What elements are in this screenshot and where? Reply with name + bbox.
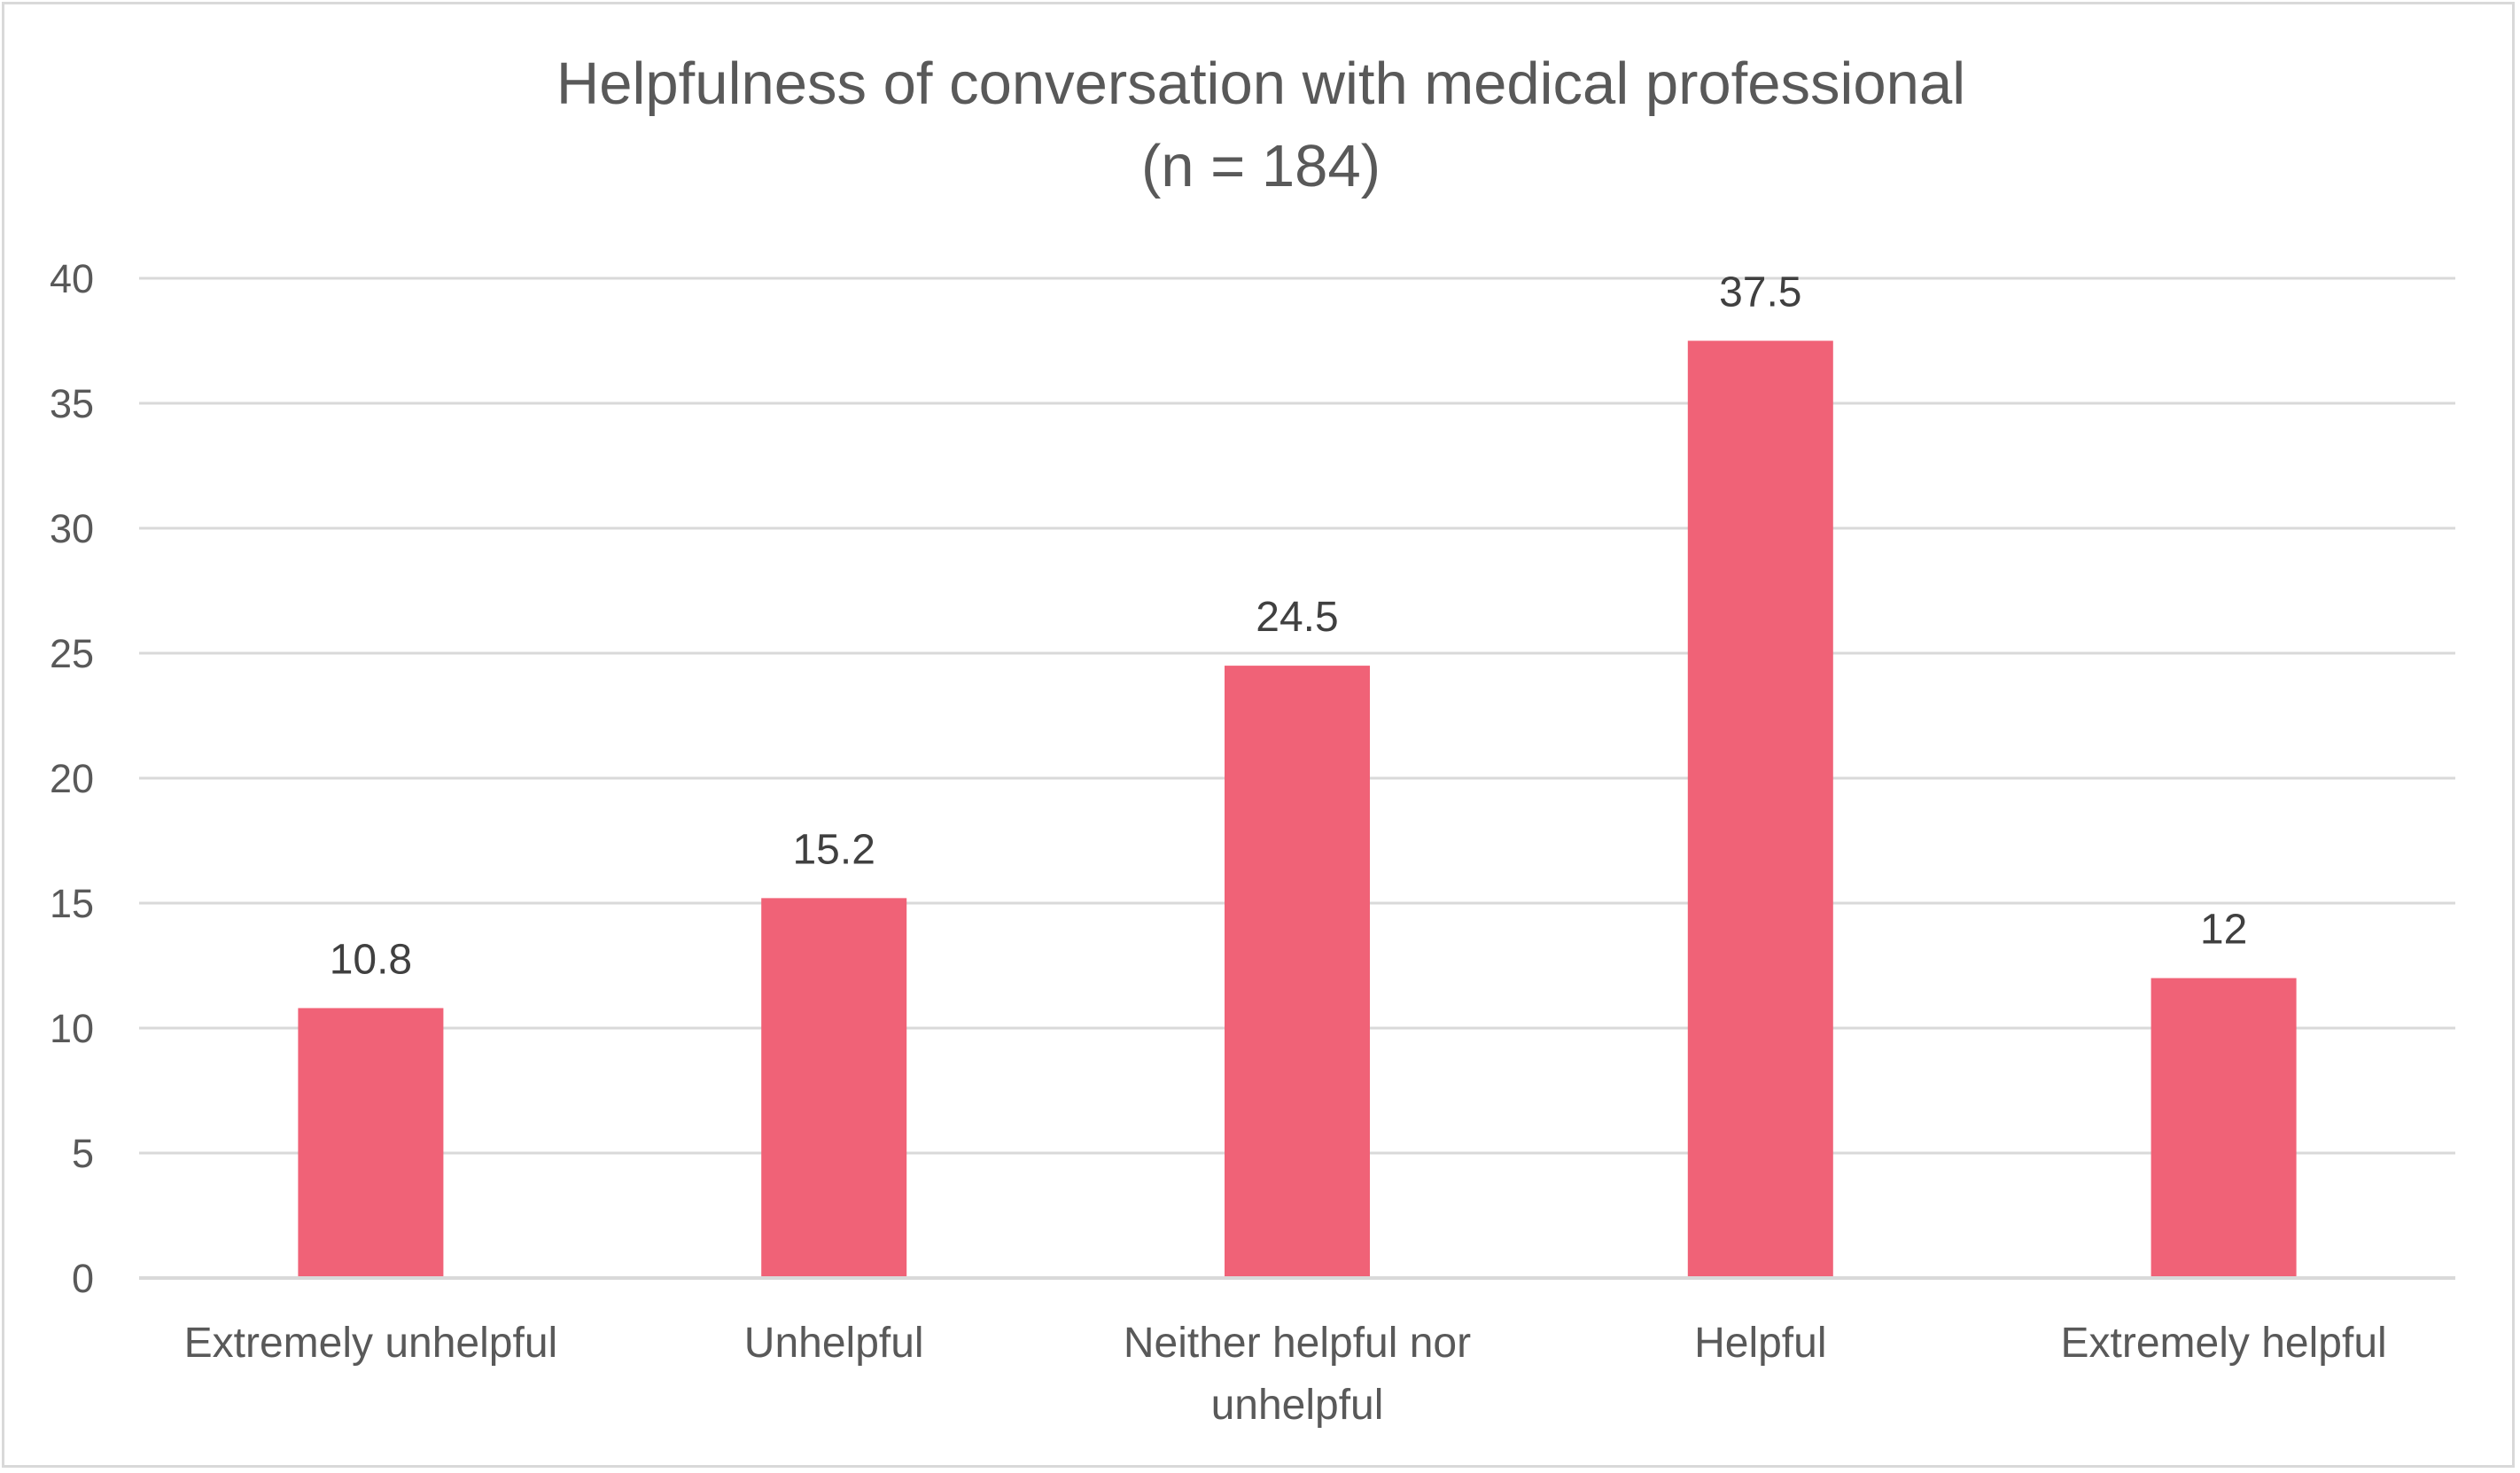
x-category-label-1: Extremely unhelpful	[184, 1320, 558, 1367]
x-category-label-5: Extremely helpful	[2061, 1320, 2387, 1367]
y-axis-tick-labels: 0 5 10 15 20 25 30 35 40	[50, 256, 94, 1301]
data-label-4: 37.5	[1719, 269, 1801, 316]
y-tick-label-5: 5	[72, 1131, 94, 1176]
y-tick-label-20: 20	[50, 756, 94, 801]
bar-chart: Helpfulness of conversation with medical…	[50, 51, 2455, 1429]
y-tick-label-15: 15	[50, 881, 94, 926]
data-label-1: 10.8	[330, 936, 412, 983]
x-axis-category-labels: Extremely unhelpful Unhelpful Neither help…	[184, 1320, 2387, 1429]
bar-1	[298, 1008, 444, 1278]
y-tick-label-40: 40	[50, 256, 94, 301]
y-tick-label-25: 25	[50, 631, 94, 676]
x-category-label-4: Helpful	[1694, 1320, 1826, 1367]
data-label-5: 12	[2200, 907, 2247, 954]
x-category-label-3-line-1: Neither helpful nor	[1124, 1320, 1471, 1367]
bar-4	[1687, 340, 1833, 1278]
y-tick-label-30: 30	[50, 506, 94, 551]
data-label-2: 15.2	[792, 826, 875, 873]
chart-title: Helpfulness of conversation with medical…	[556, 51, 1965, 117]
y-tick-label-0: 0	[72, 1256, 94, 1301]
chart-subtitle: (n = 184)	[1141, 133, 1381, 199]
y-tick-label-35: 35	[50, 381, 94, 426]
bar-3	[1225, 666, 1370, 1278]
bar-5	[2151, 978, 2297, 1278]
y-tick-label-10: 10	[50, 1006, 94, 1051]
x-category-label-3-line-2: unhelpful	[1211, 1382, 1384, 1429]
data-labels: 10.8 15.2 24.5 37.5 12	[330, 269, 2248, 984]
data-label-3: 24.5	[1256, 594, 1338, 641]
bars	[298, 340, 2297, 1278]
bar-2	[761, 898, 907, 1278]
x-category-label-2: Unhelpful	[744, 1320, 924, 1367]
